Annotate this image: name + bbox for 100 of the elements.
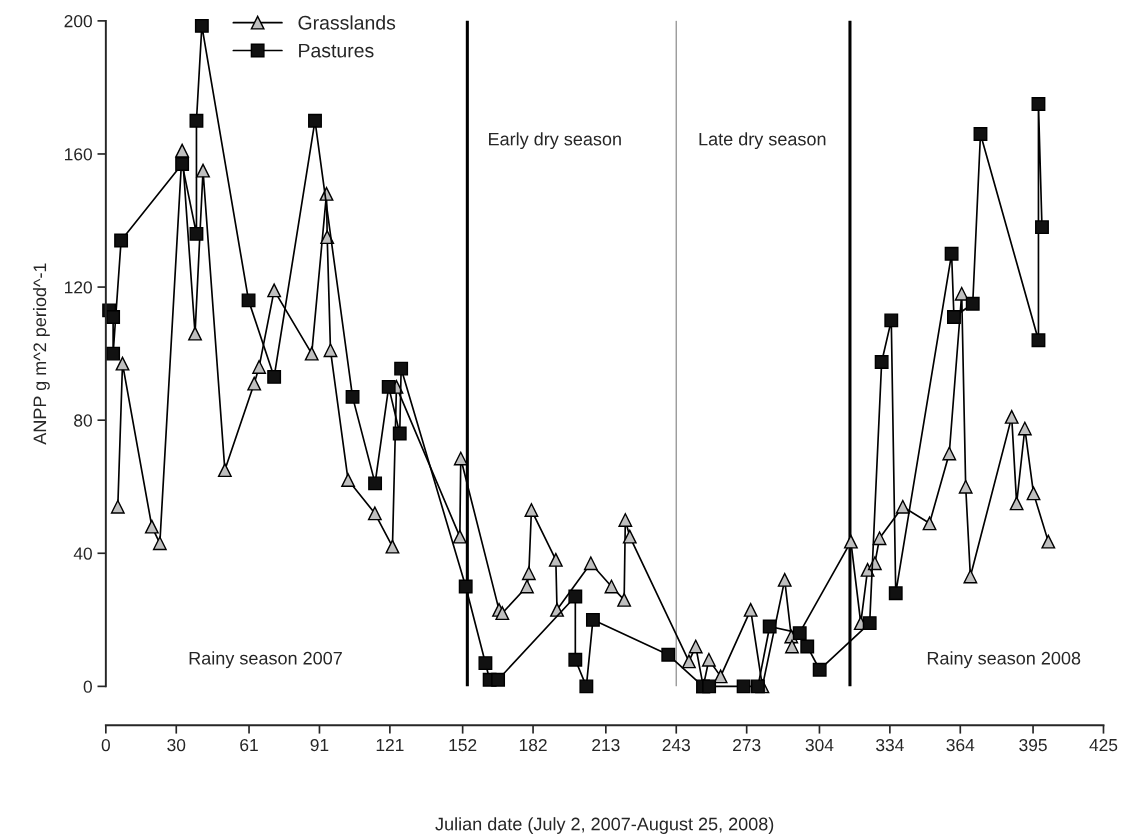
x-tick-label: 273 (733, 738, 761, 752)
point (792, 626, 807, 641)
y-tick-label: 80 (74, 414, 92, 427)
point (323, 343, 338, 358)
point (713, 669, 728, 684)
point (110, 499, 125, 514)
y-tick-label: 40 (73, 547, 92, 560)
x-tick-label: 30 (167, 738, 186, 752)
point (1035, 220, 1049, 235)
x-axis-title: Julian date (July 2, 2007-August 25, 2008) (435, 817, 774, 834)
point (617, 592, 632, 607)
point (385, 539, 400, 554)
point (152, 536, 167, 551)
y-axis-title: ANPP g m^2 period^-1 (32, 263, 50, 445)
point (736, 679, 751, 694)
point (106, 310, 121, 324)
point (743, 602, 758, 617)
point (453, 451, 468, 466)
point (1031, 97, 1046, 112)
x-tick-label: 243 (662, 738, 690, 752)
x-tick-label: 425 (1089, 738, 1118, 752)
point (478, 656, 493, 671)
point (568, 589, 583, 604)
point (884, 313, 899, 328)
point (874, 354, 889, 369)
point (114, 233, 129, 248)
point (965, 296, 980, 311)
point (958, 479, 973, 494)
y-tick-label: 200 (64, 15, 92, 28)
point (585, 612, 600, 627)
legend-label: Pastures (299, 43, 374, 58)
annotation: Late dry season (699, 132, 826, 150)
point (777, 572, 792, 587)
point (701, 652, 716, 667)
x-tick-label: 334 (876, 738, 904, 752)
point (548, 552, 563, 567)
legend-label: Grasslands (298, 15, 396, 30)
annotation: Early dry season (489, 132, 621, 150)
annotation: Rainy season 2007 (189, 651, 342, 669)
point (944, 246, 959, 261)
x-tick-label: 304 (805, 738, 834, 752)
x-tick-label: 61 (240, 738, 258, 752)
point (115, 356, 130, 371)
point (267, 283, 282, 298)
x-tick-label: 364 (946, 738, 975, 752)
point (583, 556, 598, 571)
x-tick-label: 0 (101, 738, 110, 752)
point (308, 113, 322, 128)
point (345, 389, 360, 404)
point (367, 506, 382, 521)
point (341, 473, 356, 488)
point (568, 652, 583, 667)
point (812, 662, 827, 677)
point (247, 376, 262, 391)
point (622, 529, 637, 544)
point (954, 286, 969, 301)
point (681, 654, 696, 669)
point (862, 616, 877, 631)
point (381, 379, 396, 394)
point (267, 369, 282, 384)
point (843, 534, 858, 549)
point (304, 346, 319, 361)
point (524, 503, 539, 517)
point (922, 516, 937, 531)
y-tick-label: 0 (83, 680, 92, 693)
point (872, 531, 887, 546)
point (1026, 486, 1041, 501)
point (175, 143, 190, 158)
point (452, 529, 467, 544)
point (661, 647, 676, 662)
x-tick-label: 91 (310, 738, 329, 752)
point (888, 586, 903, 601)
y-tick-label: 120 (65, 281, 92, 294)
x-tick-label: 182 (519, 738, 547, 752)
point (458, 579, 473, 594)
point (1031, 333, 1046, 348)
point (252, 359, 267, 374)
point (194, 18, 209, 33)
annotation: Rainy season 2008 (927, 651, 1081, 669)
point (942, 446, 957, 461)
point (144, 519, 159, 534)
point (579, 679, 594, 694)
point (217, 463, 232, 478)
point (1017, 421, 1032, 436)
point (189, 226, 204, 241)
x-tick-label: 152 (449, 738, 477, 752)
point (495, 606, 510, 621)
point (196, 163, 210, 178)
point (895, 499, 910, 514)
x-tick-label: 395 (1019, 738, 1047, 752)
point (1041, 534, 1056, 549)
x-tick-label: 213 (592, 738, 620, 752)
point (963, 569, 978, 584)
x-tick-label: 121 (376, 738, 404, 752)
point (368, 476, 383, 491)
point (521, 566, 536, 581)
point (175, 157, 190, 171)
point (800, 639, 815, 654)
point (688, 639, 703, 654)
y-tick-label: 160 (65, 148, 92, 161)
